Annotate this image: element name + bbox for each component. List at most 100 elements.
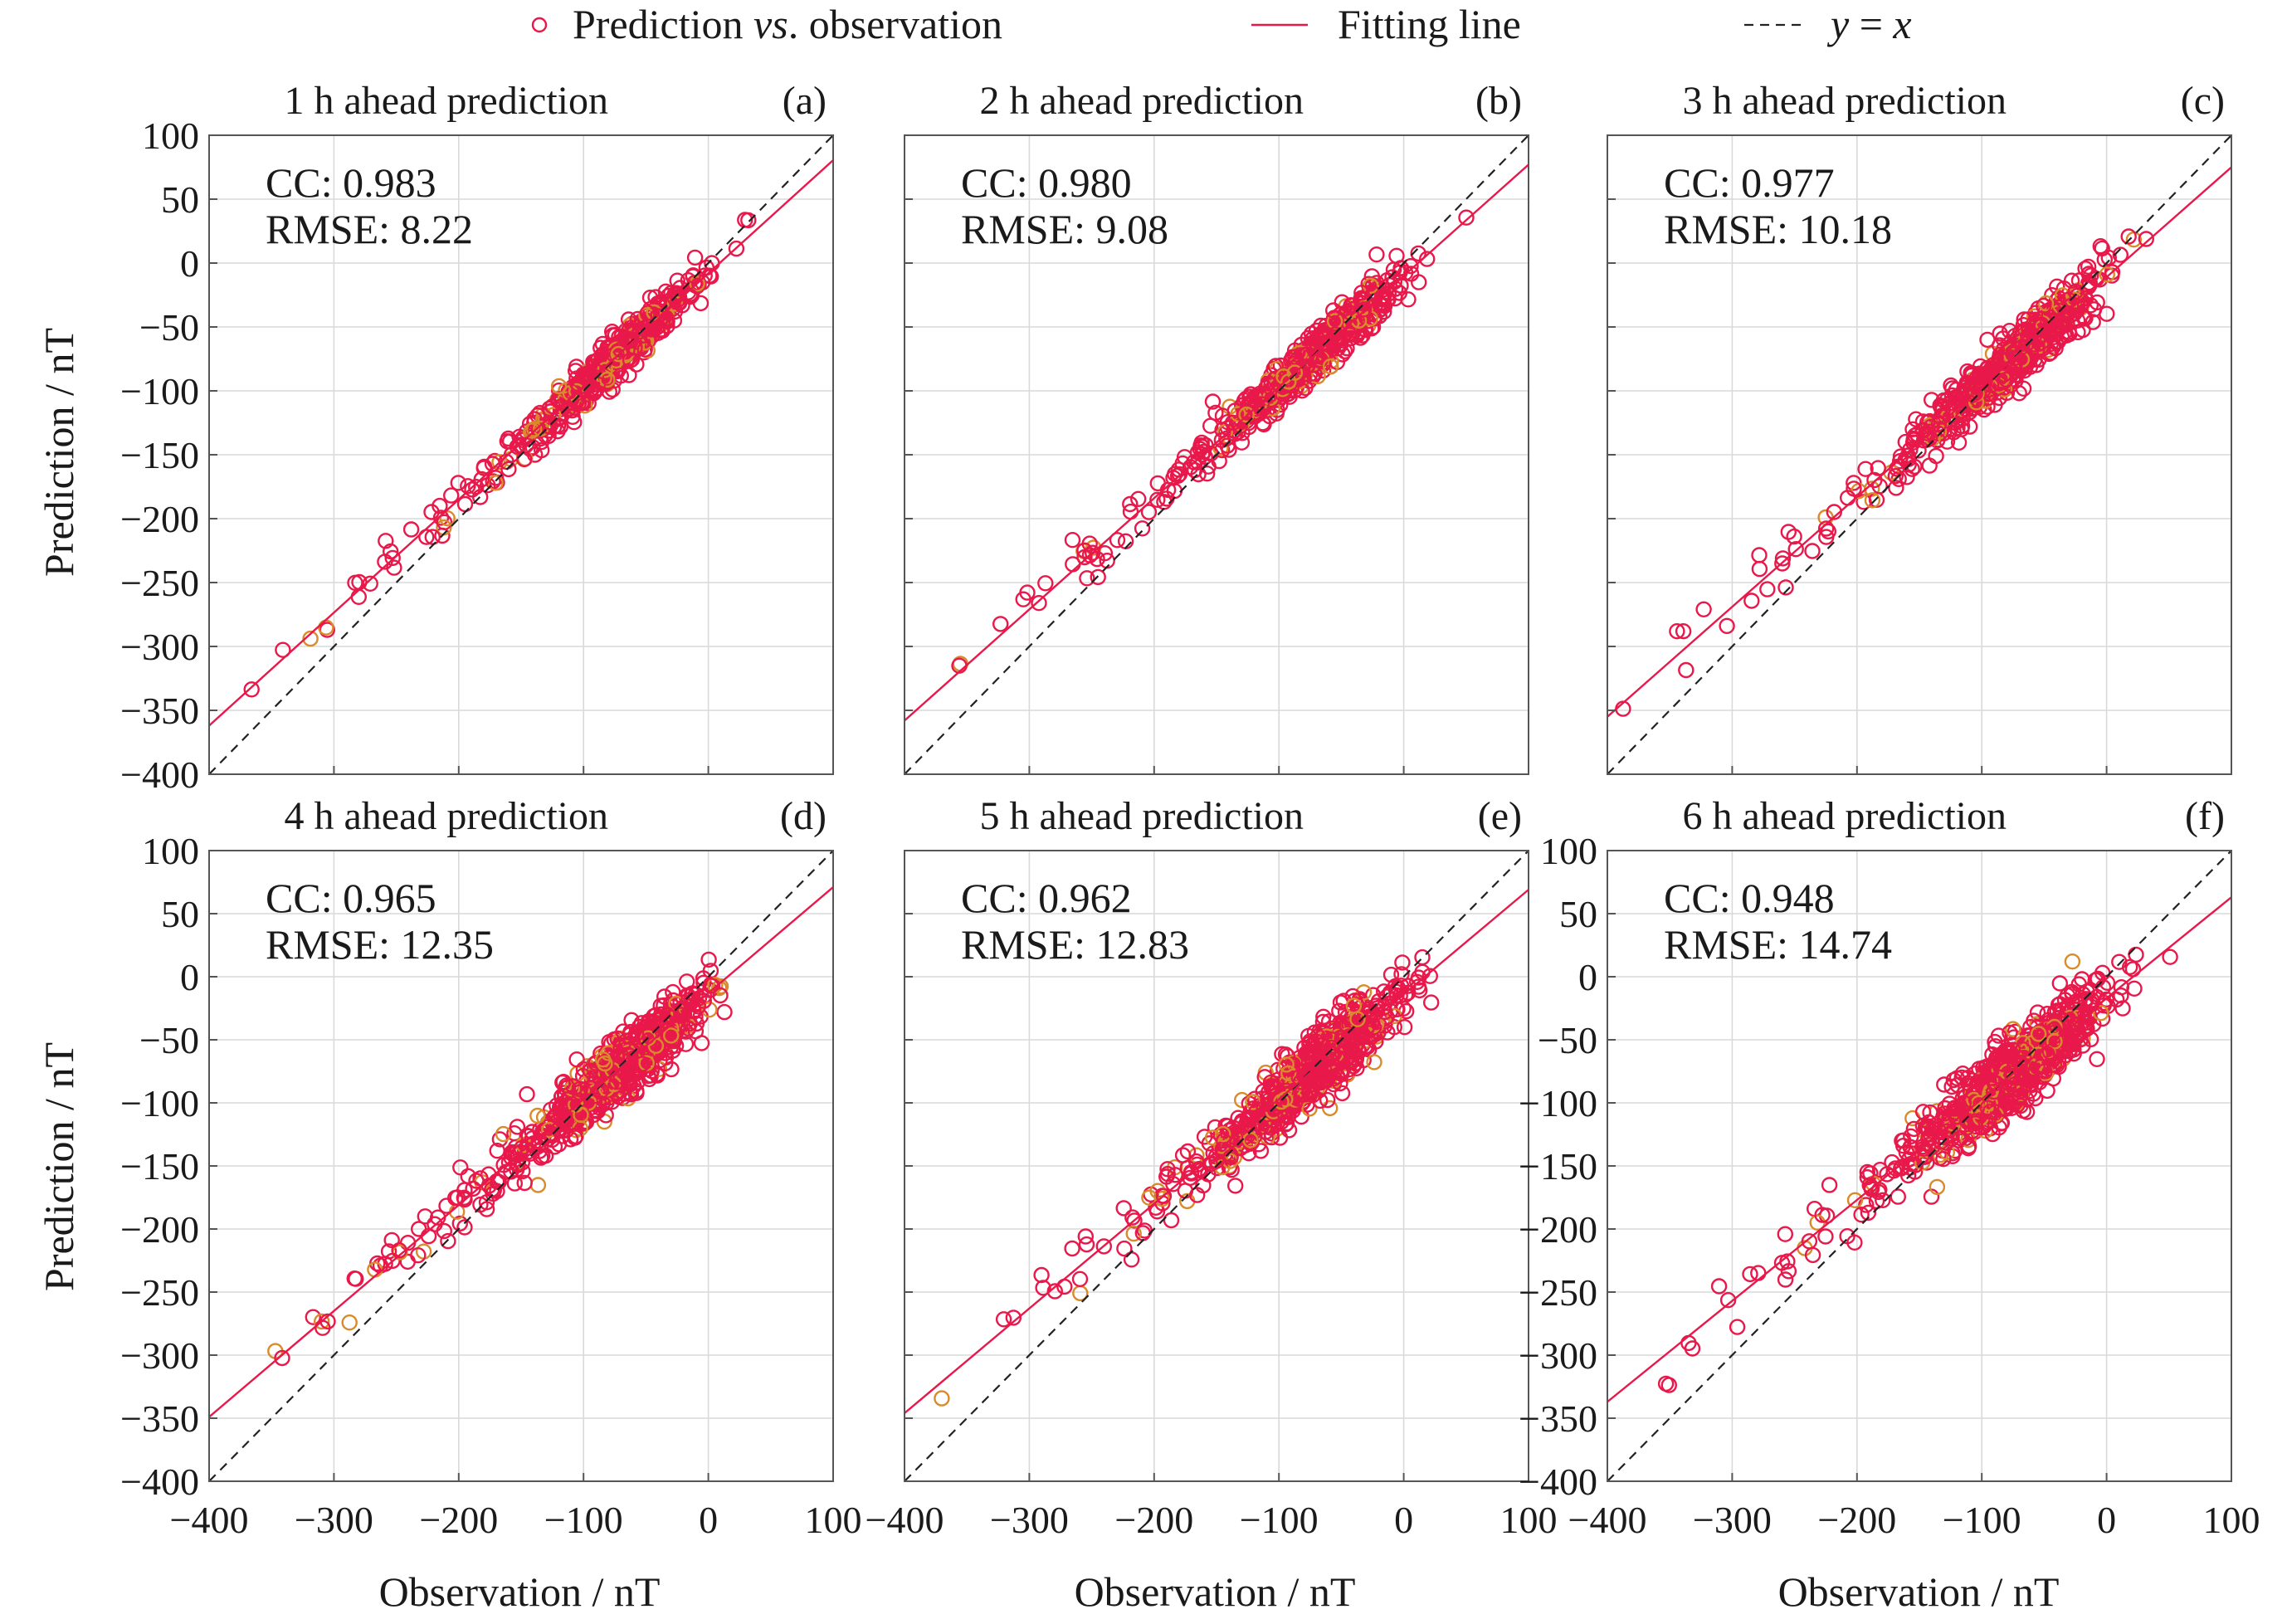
reference-line xyxy=(1607,135,2231,774)
scatter-point xyxy=(2089,1051,2105,1068)
scatter-point xyxy=(1669,623,1685,640)
panel-letter: (f) xyxy=(2185,794,2225,838)
scatter-point xyxy=(2077,261,2094,277)
scatter-point xyxy=(410,1246,427,1264)
scatter-point xyxy=(2080,258,2097,276)
scatter-point xyxy=(1165,1176,1182,1192)
scatter-point xyxy=(1182,459,1199,475)
scatter-point xyxy=(1078,1236,1095,1253)
scatter-point xyxy=(1675,623,1692,640)
scatter-point xyxy=(383,1231,400,1249)
scatter-points xyxy=(243,212,757,698)
scatter-point xyxy=(2082,1031,2099,1048)
scatter-point xyxy=(1263,1129,1280,1146)
cc-annotation: CC: 0.962 xyxy=(961,875,1132,921)
scatter-point xyxy=(550,378,568,395)
fitting-line xyxy=(905,889,1529,1414)
scatter-point xyxy=(1710,1278,1728,1295)
scatter-point xyxy=(2051,975,2069,992)
scatter-point xyxy=(631,323,649,340)
scatter-point xyxy=(695,974,712,992)
x-tick-label: −200 xyxy=(1114,1499,1193,1541)
scatter-point xyxy=(1967,385,1983,402)
legend-ref-label-part: = xyxy=(1849,1,1893,47)
ticks xyxy=(904,134,1529,775)
scatter-point xyxy=(695,992,712,1009)
x-tick-label: −200 xyxy=(1817,1499,1896,1541)
scatter-point xyxy=(1129,490,1147,507)
scatter-point xyxy=(1213,432,1231,449)
scatter-point xyxy=(2085,301,2103,318)
scatter-point xyxy=(2162,949,2178,965)
scatter-point xyxy=(1684,1340,1701,1357)
scatter-point xyxy=(573,1106,589,1124)
scatter-point xyxy=(1458,209,1475,226)
x-tick-label: −400 xyxy=(866,1499,944,1541)
scatter-point xyxy=(451,1215,468,1232)
scatter-point xyxy=(2042,344,2059,361)
scatter-point xyxy=(402,521,420,538)
scatter-point xyxy=(1866,471,1883,489)
scatter-point xyxy=(2099,266,2116,283)
scatter-point xyxy=(2039,1082,2055,1100)
rmse-annotation: RMSE: 9.08 xyxy=(961,206,1168,252)
scatter-point xyxy=(450,475,466,491)
scatter-point xyxy=(1179,1143,1197,1160)
scatter-point xyxy=(510,436,528,453)
y-tick-label: 0 xyxy=(1578,956,1597,998)
scatter-point xyxy=(636,319,653,336)
scatter-point xyxy=(1311,1092,1329,1109)
scatter-point xyxy=(1123,1251,1140,1268)
rmse-annotation: RMSE: 12.35 xyxy=(266,921,494,968)
scatter-point xyxy=(2121,958,2138,976)
scatter-point xyxy=(1153,1190,1171,1207)
scatter-point xyxy=(1396,1018,1413,1036)
scatter-point xyxy=(484,456,501,472)
scatter-point xyxy=(2047,324,2065,341)
scatter-point xyxy=(1394,954,1411,971)
scatter-point xyxy=(1777,1271,1794,1288)
scatter-point xyxy=(1122,495,1139,513)
scatter-point xyxy=(587,1101,603,1119)
scatter-point xyxy=(1005,1309,1022,1326)
scatter-point xyxy=(657,1055,674,1072)
scatter-point xyxy=(544,1127,561,1144)
reference-line xyxy=(209,135,833,774)
scatter-point xyxy=(1418,251,1436,267)
scatter-point xyxy=(1322,358,1339,375)
scatter-point xyxy=(1331,1002,1348,1019)
scatter-point xyxy=(568,1051,585,1068)
scatter-point xyxy=(478,1201,495,1217)
scatter-points xyxy=(267,951,733,1367)
panel-letter: (e) xyxy=(1478,794,1522,838)
reference-line xyxy=(905,851,1529,1481)
x-tick-label: −300 xyxy=(295,1499,373,1541)
x-tick-label: −300 xyxy=(990,1499,1069,1541)
ticks: −400 −300 −200 −100 0 100 xyxy=(866,850,1558,1541)
scatter-point xyxy=(1905,1120,1923,1138)
scatter-point xyxy=(571,1084,588,1101)
scatter-point xyxy=(636,341,653,358)
scatter-point xyxy=(456,1191,473,1208)
scatter-point xyxy=(1751,547,1768,563)
scatter-point xyxy=(1955,1095,1972,1111)
scatter-point xyxy=(1251,405,1268,422)
scatter-point xyxy=(1938,1134,1954,1151)
panel-a: 100 50 0 −50 −100 −150 −200 −250 −300 −350 −400 1 h… xyxy=(120,79,834,796)
scatter-point xyxy=(1952,1129,1969,1147)
scatter-point xyxy=(1986,1083,2002,1100)
scatter-point xyxy=(1817,1228,1834,1245)
scatter-point xyxy=(1953,421,1970,437)
scatter-point xyxy=(2017,1071,2034,1088)
scatter-point xyxy=(1888,480,1904,496)
legend-points-label: Prediction vs. observation xyxy=(573,1,1002,47)
y-tick-label: −400 xyxy=(1519,1461,1597,1503)
x-axis-label-right: Observation / nT xyxy=(1778,1568,2060,1615)
ticks: 100 50 0 −50 −100 −150 −200 −250 −300 −350 −400 xyxy=(120,115,834,796)
scatter-point xyxy=(1938,392,1955,409)
scatter-point xyxy=(1936,1076,1953,1093)
scatter-point xyxy=(440,1232,456,1250)
scatter-point xyxy=(1353,285,1370,301)
scatter-point xyxy=(1997,371,2015,388)
scatter-point xyxy=(1090,568,1106,586)
